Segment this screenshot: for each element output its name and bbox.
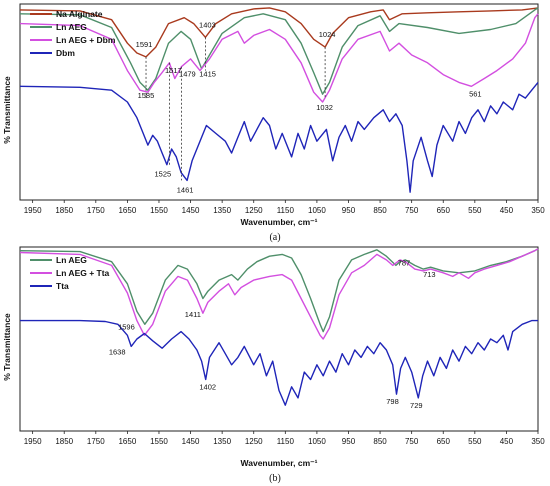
x-tick-label: 1050 [308, 437, 326, 446]
x-tick-label: 1750 [87, 437, 105, 446]
x-tick-label: 1950 [24, 437, 42, 446]
legend-entry: Na Alginate [56, 9, 103, 19]
panel-a: 1950 1850 1750 1650 1550 1450 1350 1250 1150 1050… [2, 3, 545, 243]
peak-label: 1479 [179, 70, 196, 79]
x-tick-label: 550 [468, 206, 482, 215]
x-tick-label: 1850 [55, 437, 73, 446]
x-tick-label: 950 [342, 206, 356, 215]
legend-entry: Ln AEG [56, 22, 87, 32]
x-tick-label: 950 [342, 437, 356, 446]
x-tick-label: 1250 [245, 206, 263, 215]
peak-label: 787 [398, 259, 411, 268]
x-tick-label: 650 [437, 206, 451, 215]
x-axis-label: Wavenumber, cm⁻¹ [241, 458, 318, 468]
x-tick-label: 1650 [118, 206, 136, 215]
peak-label: 1585 [138, 91, 155, 100]
x-tick-label: 750 [405, 206, 419, 215]
legend-entry: Tta [56, 281, 69, 291]
series-line-ln-aeg-dbm [19, 13, 539, 103]
series-line-na-alginate [19, 7, 539, 58]
series-line-dbm [19, 81, 539, 193]
x-tick-label: 1250 [245, 437, 263, 446]
x-tick-label: 1150 [277, 437, 295, 446]
y-axis-label: % Transmittance [2, 76, 12, 144]
panel-caption: (b) [269, 473, 281, 484]
legend-entry: Ln AEG + Dbm [56, 35, 116, 45]
series-line-ln-aeg [19, 7, 539, 95]
series-line-tta [20, 319, 538, 406]
peak-label: 1461 [177, 185, 194, 194]
plot-frame [19, 246, 539, 432]
x-tick-label: 1550 [150, 206, 168, 215]
x-tick-label: 1750 [87, 206, 105, 215]
panel-caption: (a) [269, 232, 280, 243]
x-tick-label: 1550 [150, 437, 168, 446]
peak-label: 1032 [316, 103, 333, 112]
peak-label: 1596 [118, 322, 135, 331]
y-axis-label: % Transmittance [2, 313, 12, 381]
x-tick-label: 1850 [55, 206, 73, 215]
x-tick-label: 1150 [277, 206, 295, 215]
legend-entry: Dbm [56, 48, 75, 58]
x-tick-label: 1950 [24, 206, 42, 215]
x-tick-label: 1050 [308, 206, 326, 215]
x-tick-label: 450 [500, 206, 514, 215]
peak-label: 1024 [319, 30, 336, 39]
peak-label: 1525 [155, 170, 172, 179]
plot-frame [19, 3, 539, 201]
series-line-ln-aeg-tta [19, 248, 539, 340]
x-tick-label: 850 [373, 206, 387, 215]
x-tick-label: 450 [500, 437, 514, 446]
peak-label: 798 [386, 397, 399, 406]
x-tick-label: 550 [468, 437, 482, 446]
legend-entry: Ln AEG + Tta [56, 268, 110, 278]
peak-label: 1638 [109, 347, 126, 356]
x-tick-label: 1350 [213, 437, 231, 446]
x-axis-label: Wavenumber, cm⁻¹ [241, 217, 318, 227]
peak-label: 1591 [136, 40, 153, 49]
x-tick-label: 850 [373, 437, 387, 446]
panel-b: 1950 1850 1750 1650 1550 1450 1350 1250 1150 1050… [2, 246, 545, 484]
x-tick-label: 650 [437, 437, 451, 446]
series-line-ln-aeg [19, 248, 539, 333]
peak-label: 1403 [199, 20, 216, 29]
legend-entry: Ln AEG [56, 255, 87, 265]
x-tick-label: 1350 [213, 206, 231, 215]
x-tick-label: 1650 [118, 437, 136, 446]
x-tick-label: 750 [405, 437, 419, 446]
peak-label: 1402 [199, 382, 216, 391]
x-tick-label: 350 [531, 206, 545, 215]
peak-label: 713 [423, 270, 436, 279]
x-tick-label: 350 [531, 437, 545, 446]
x-tick-label: 1450 [182, 437, 200, 446]
peak-label: 561 [469, 89, 482, 98]
peak-label: 1517 [165, 66, 182, 75]
peak-label: 1411 [185, 310, 201, 319]
x-tick-label: 1450 [182, 206, 200, 215]
peak-label: 1415 [199, 70, 216, 79]
peak-label: 729 [410, 401, 423, 410]
